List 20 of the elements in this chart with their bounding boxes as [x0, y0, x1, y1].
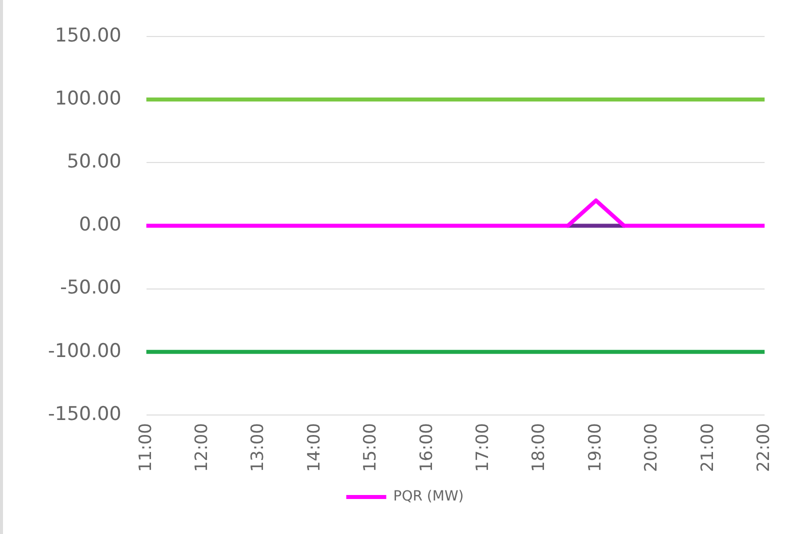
x-tick-label: 14:00 — [304, 423, 324, 472]
x-tick-label: 12:00 — [192, 423, 212, 472]
legend-label: PQR (MW) — [393, 488, 464, 505]
y-tick-label: -100.00 — [48, 340, 122, 362]
x-tick-label: 21:00 — [698, 423, 718, 472]
y-tick-label: 0.00 — [79, 214, 122, 236]
x-tick-label: 22:00 — [754, 423, 774, 472]
y-tick-label: -150.00 — [48, 402, 122, 425]
y-tick-label: 150.00 — [54, 24, 122, 46]
x-tick-label: 11:00 — [136, 423, 156, 472]
x-tick-label: 15:00 — [360, 423, 381, 472]
y-tick-label: 50.00 — [66, 150, 122, 173]
x-tick-label: 16:00 — [416, 423, 437, 472]
x-tick-label: 18:00 — [529, 423, 550, 472]
x-tick-label: 17:00 — [472, 423, 493, 472]
x-tick-label: 19:00 — [585, 423, 606, 472]
x-tick-label: 13:00 — [248, 423, 268, 472]
y-tick-label: 100.00 — [54, 87, 122, 110]
x-tick-label: 20:00 — [642, 423, 662, 472]
y-tick-label: -50.00 — [60, 276, 122, 299]
